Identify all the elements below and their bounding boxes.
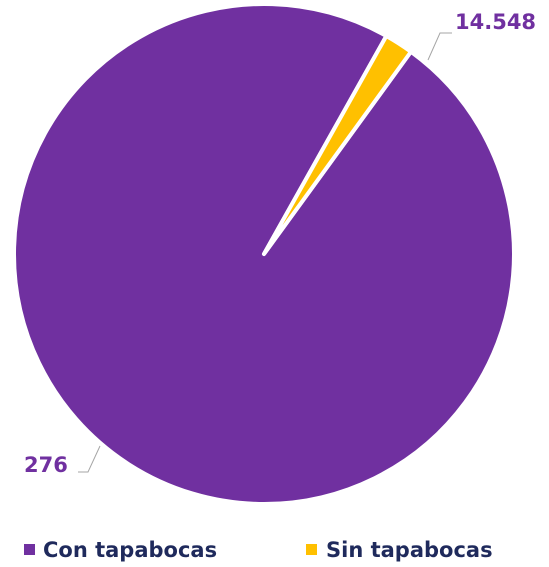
pie-slice-sin-tapabocas <box>262 33 413 256</box>
leader-line-con-tapabocas <box>427 32 452 61</box>
legend-swatch-sin-tapabocas <box>306 544 317 555</box>
legend-label-con-tapabocas: Con tapabocas <box>43 538 217 562</box>
legend: Con tapabocas Sin tapabocas <box>24 538 493 562</box>
legend-swatch-con-tapabocas <box>24 544 35 555</box>
leader-lines <box>78 32 452 473</box>
legend-label-sin-tapabocas: Sin tapabocas <box>326 538 493 562</box>
leader-line-sin-tapabocas <box>78 445 101 473</box>
data-label-sin-tapabocas: 276 <box>24 453 68 477</box>
data-label-con-tapabocas: 14.548 <box>455 10 536 34</box>
pie-slices <box>12 2 516 506</box>
